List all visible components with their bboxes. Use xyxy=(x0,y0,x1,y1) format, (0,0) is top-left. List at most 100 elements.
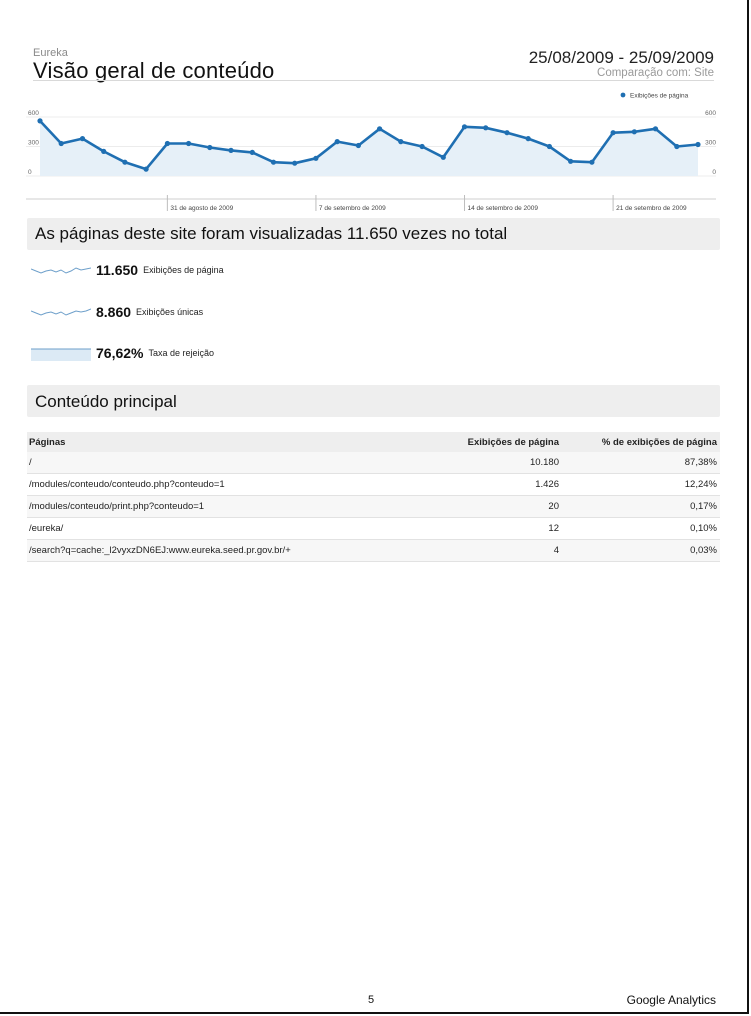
metric-pageviews: 11.650 Exibições de página xyxy=(31,259,224,281)
y-tick-label-left: 0 xyxy=(28,169,32,176)
table-row: / 10.180 87,38% xyxy=(27,452,720,474)
content-header-bar: Conteúdo principal xyxy=(27,385,720,417)
page-path-cell: /search?q=cache:_l2vyxzDN6EJ:www.eureka.… xyxy=(29,545,291,556)
page-path-cell: /modules/conteudo/print.php?conteudo=1 xyxy=(29,501,205,512)
summary-header-bar: As páginas deste site foram visualizadas… xyxy=(27,218,720,250)
table-header: Páginas Exibições de página % de exibiçõ… xyxy=(27,432,720,452)
x-tick-label: 31 de agosto de 2009 xyxy=(170,205,233,212)
page-path-cell: /modules/conteudo/conteudo.php?conteudo=… xyxy=(29,479,225,490)
column-header-pageviews: Exibições de página xyxy=(467,436,559,448)
column-header-pages: Páginas xyxy=(29,436,66,448)
data-point xyxy=(270,159,277,165)
series-line xyxy=(39,120,699,171)
data-point xyxy=(440,154,446,160)
legend-label: Exibições de página xyxy=(630,93,689,100)
chart-legend: Exibições de página xyxy=(620,92,689,100)
data-point xyxy=(207,144,213,151)
table-row: /search?q=cache:_l2vyxzDN6EJ:www.eureka.… xyxy=(27,540,720,562)
y-tick-label-right: 600 xyxy=(705,110,716,117)
data-point xyxy=(101,148,107,154)
data-point xyxy=(652,126,659,132)
date-range: 25/08/2009 - 25/09/2009 xyxy=(528,48,714,67)
data-point xyxy=(504,130,510,136)
data-point xyxy=(334,139,340,145)
page-path-cell: /eureka/ xyxy=(29,523,64,534)
content-title: Conteúdo principal xyxy=(35,392,177,411)
chart-labels: 600 300 0 600 300 0 31 de agosto de 2009 7 de s… xyxy=(28,110,716,212)
page-title: Visão geral de conteúdo xyxy=(33,58,275,83)
table-row: /modules/conteudo/print.php?conteudo=1 2… xyxy=(27,496,720,518)
data-point xyxy=(377,126,383,132)
summary-title: As páginas deste site foram visualizadas… xyxy=(35,224,508,243)
pageviews-cell: 1.426 xyxy=(535,479,559,490)
chart-area xyxy=(40,120,698,176)
column-header-percent: % de exibições de página xyxy=(601,436,717,448)
bounce-rate-sparkline xyxy=(31,348,91,361)
metric-bounce-rate: 76,62% Taxa de rejeição xyxy=(31,342,214,364)
data-point xyxy=(419,143,425,150)
data-point xyxy=(313,155,319,161)
metric-value: 8.860 xyxy=(96,304,132,320)
data-point xyxy=(249,149,255,155)
data-point xyxy=(631,129,637,135)
data-point xyxy=(398,139,404,145)
data-point xyxy=(483,125,489,131)
chart-points xyxy=(37,118,701,172)
data-point xyxy=(79,136,86,142)
data-point xyxy=(164,140,170,147)
pageviews-cell: 20 xyxy=(548,501,559,512)
top-content-table: Páginas Exibições de página % de exibiçõ… xyxy=(27,432,720,562)
metric-label: Exibições de página xyxy=(143,265,224,275)
data-point xyxy=(589,159,595,165)
data-point xyxy=(186,140,192,147)
percent-cell: 0,03% xyxy=(690,545,717,556)
percent-cell: 0,10% xyxy=(690,523,717,534)
percent-cell: 0,17% xyxy=(690,501,717,512)
data-point xyxy=(292,160,298,166)
data-point xyxy=(58,140,64,147)
pageviews-cell: 4 xyxy=(553,545,559,556)
data-point xyxy=(37,118,43,124)
pageviews-sparkline xyxy=(31,267,91,274)
data-point xyxy=(568,158,574,164)
data-point xyxy=(610,130,616,136)
unique-views-sparkline xyxy=(31,308,91,316)
site-name: Eureka xyxy=(33,47,68,59)
comparison-label: Comparação com: Site xyxy=(597,67,714,79)
metric-label: Taxa de rejeição xyxy=(148,348,215,358)
x-tick-label: 7 de setembro de 2009 xyxy=(319,205,386,212)
y-tick-label-left: 300 xyxy=(28,140,39,147)
pageviews-cell: 12 xyxy=(548,523,559,534)
data-point xyxy=(461,124,468,130)
data-point xyxy=(122,159,128,165)
y-tick-label-left: 600 xyxy=(28,110,39,117)
data-point xyxy=(525,136,531,142)
x-tick-label: 21 de setembro de 2009 xyxy=(616,205,687,212)
footer-brand: Google Analytics xyxy=(626,993,716,1007)
legend-marker xyxy=(620,92,626,98)
series-area xyxy=(40,120,698,176)
page-number: 5 xyxy=(368,994,375,1006)
data-point xyxy=(228,147,234,153)
y-tick-label-right: 0 xyxy=(712,169,716,176)
data-point xyxy=(674,143,680,150)
percent-cell: 87,38% xyxy=(684,457,717,468)
metric-value: 11.650 xyxy=(96,262,139,278)
x-tick-label: 14 de setembro de 2009 xyxy=(468,205,539,212)
table-row: /eureka/ 12 0,10% xyxy=(27,518,720,540)
table-row: /modules/conteudo/conteudo.php?conteudo=… xyxy=(27,474,720,496)
percent-cell: 12,24% xyxy=(684,479,717,490)
pageviews-cell: 10.180 xyxy=(529,457,559,468)
chart-line xyxy=(39,120,699,171)
pageviews-line-chart: 600 300 0 600 300 0 31 de agosto de 2009 7 de s… xyxy=(26,92,716,212)
data-point xyxy=(143,166,149,172)
page-path-cell: / xyxy=(29,457,32,468)
metric-value: 76,62% xyxy=(96,345,144,361)
metric-label: Exibições únicas xyxy=(136,307,204,317)
data-point xyxy=(546,143,553,150)
header-divider xyxy=(33,80,714,81)
metric-unique-views: 8.860 Exibições únicas xyxy=(31,301,203,323)
data-point xyxy=(355,142,361,149)
y-tick-label-right: 300 xyxy=(705,140,716,147)
